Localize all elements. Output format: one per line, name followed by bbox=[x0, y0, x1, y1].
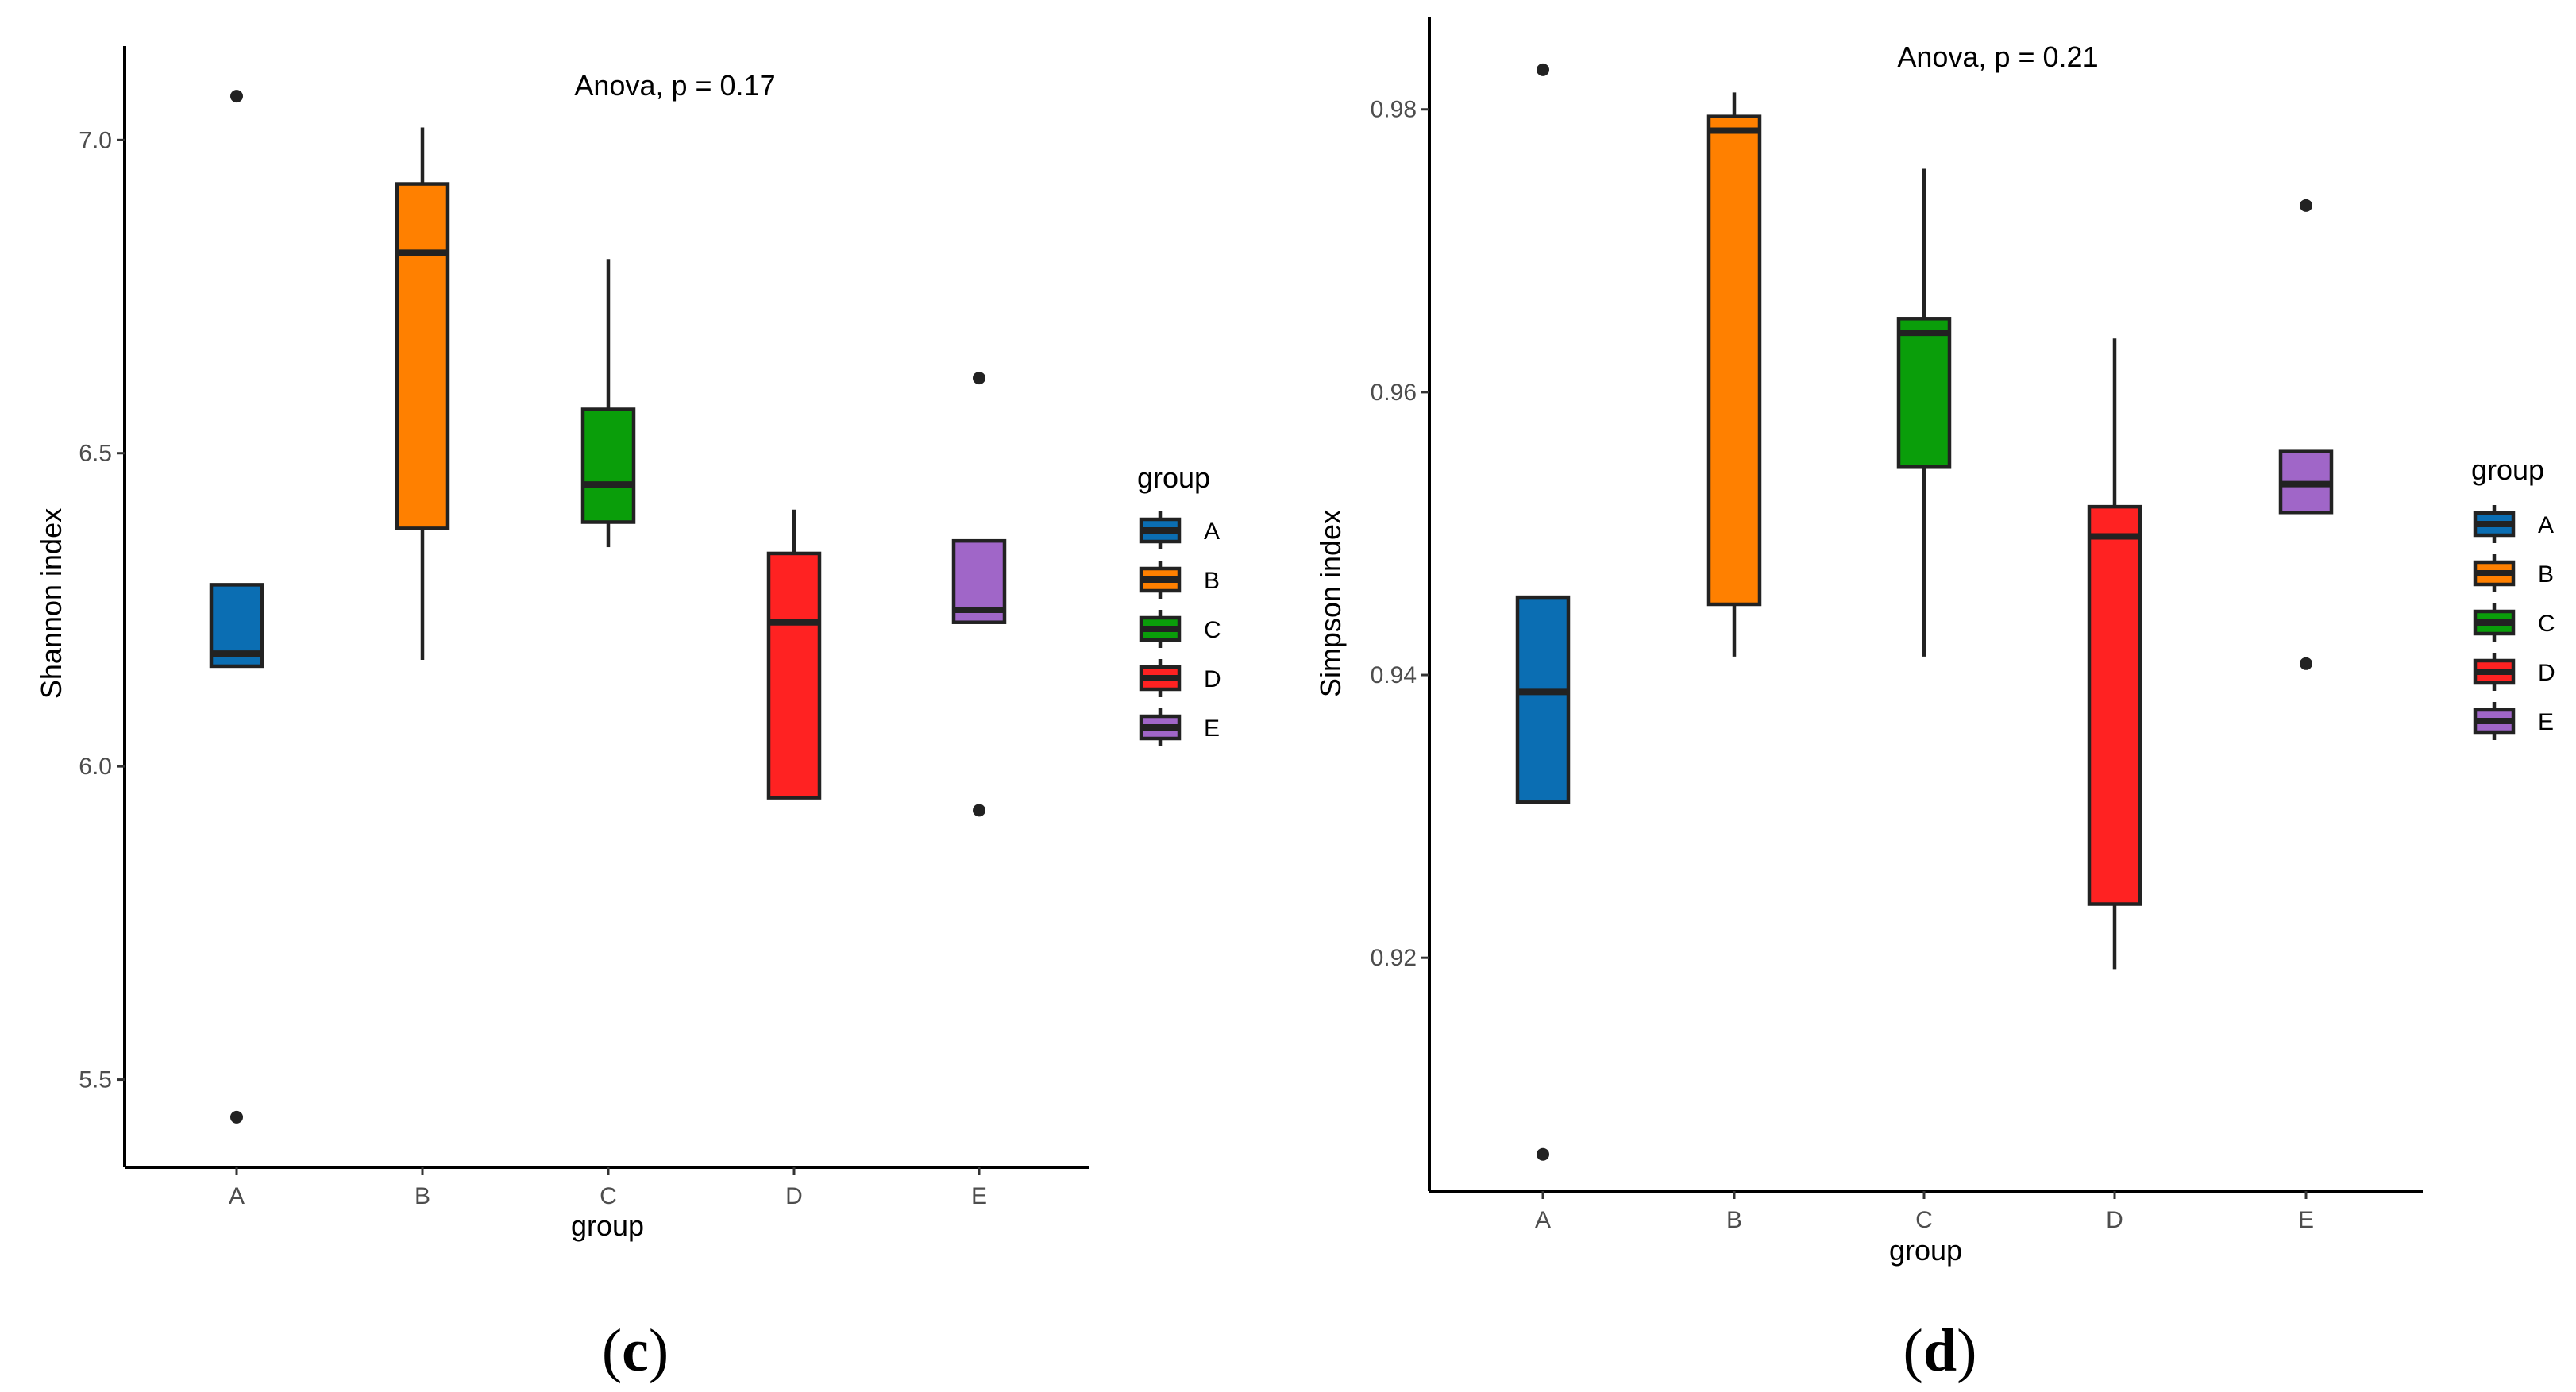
y-tick-label: 0.96 bbox=[1371, 380, 1417, 406]
x-tick-label: E bbox=[971, 1183, 987, 1209]
legend-label: C bbox=[2538, 611, 2555, 637]
legend-item-A: A bbox=[1139, 511, 1220, 549]
y-tick-label: 5.5 bbox=[79, 1067, 112, 1093]
box-C bbox=[580, 259, 636, 548]
panel-label-d: (d) bbox=[1903, 1317, 1977, 1384]
x-tick-label: C bbox=[1915, 1207, 1933, 1233]
y-axis-title: Shannon index bbox=[35, 508, 67, 699]
outlier-point bbox=[973, 804, 985, 817]
x-tick-label: A bbox=[229, 1183, 245, 1209]
box-E bbox=[951, 372, 1007, 817]
y-tick-label: 0.98 bbox=[1371, 97, 1417, 123]
box-D bbox=[2087, 338, 2142, 970]
legend-label: E bbox=[1204, 715, 1220, 742]
legend-label: A bbox=[2538, 512, 2554, 538]
box-D bbox=[766, 509, 822, 800]
box-C bbox=[1896, 168, 1952, 657]
simpson-chart: Anova, p = 0.21 group Simpson index grou… bbox=[1314, 17, 2555, 1384]
legend-item-C: C bbox=[1139, 610, 1221, 648]
legend-label: D bbox=[1204, 666, 1221, 692]
iqr-box bbox=[1515, 595, 1571, 804]
legend-label: B bbox=[1204, 568, 1220, 594]
legend-item-E: E bbox=[2473, 702, 2554, 740]
legend-item-D: D bbox=[2473, 653, 2555, 691]
outlier-point bbox=[973, 372, 985, 385]
legend-item-E: E bbox=[1139, 708, 1220, 746]
box-B bbox=[1706, 92, 1762, 657]
box-A bbox=[1515, 63, 1571, 1161]
y-tick-label: 7.0 bbox=[79, 127, 112, 153]
iqr-box bbox=[2087, 504, 2142, 906]
legend-label: C bbox=[1204, 617, 1221, 643]
box-A bbox=[209, 90, 264, 1124]
x-axis-title: group bbox=[1889, 1234, 1962, 1267]
outlier-point bbox=[230, 90, 243, 103]
panel-label-c: (c) bbox=[602, 1317, 669, 1384]
iqr-box bbox=[395, 182, 450, 530]
x-tick-label: C bbox=[600, 1183, 617, 1209]
x-tick-label: E bbox=[2298, 1207, 2314, 1233]
legend-label: A bbox=[1204, 519, 1220, 545]
legend-item-A: A bbox=[2473, 505, 2554, 543]
legend-item-B: B bbox=[2473, 554, 2554, 592]
legend-item-C: C bbox=[2473, 603, 2555, 642]
legend-label: B bbox=[2538, 561, 2554, 588]
legend-label: E bbox=[2538, 709, 2554, 735]
outlier-point bbox=[1537, 1147, 1549, 1161]
y-tick-label: 6.0 bbox=[79, 754, 112, 780]
legend-item-D: D bbox=[1139, 659, 1221, 697]
iqr-box bbox=[1706, 114, 1762, 607]
iqr-box bbox=[1896, 317, 1952, 469]
legend-label: D bbox=[2538, 660, 2555, 686]
iqr-box bbox=[580, 407, 636, 524]
box-B bbox=[395, 127, 450, 661]
legend-title: group bbox=[1137, 461, 1210, 494]
outlier-point bbox=[230, 1110, 243, 1124]
x-tick-label: B bbox=[415, 1183, 430, 1209]
outlier-point bbox=[1537, 63, 1549, 76]
x-tick-label: D bbox=[785, 1183, 803, 1209]
shannon-chart: Anova, p = 0.17 group Shannon index grou… bbox=[35, 46, 1221, 1384]
y-tick-label: 0.94 bbox=[1371, 662, 1417, 688]
y-tick-label: 0.92 bbox=[1371, 945, 1417, 971]
x-axis-title: group bbox=[571, 1209, 644, 1242]
x-tick-label: A bbox=[1535, 1207, 1551, 1233]
legend-item-B: B bbox=[1139, 561, 1220, 599]
box-E bbox=[2278, 199, 2334, 670]
y-axis-title: Simpson index bbox=[1314, 510, 1347, 697]
x-tick-label: D bbox=[2106, 1207, 2123, 1233]
anova-annotation: Anova, p = 0.21 bbox=[1897, 40, 2098, 73]
outlier-point bbox=[2300, 657, 2312, 670]
outlier-point bbox=[2300, 199, 2312, 212]
iqr-box bbox=[766, 551, 822, 800]
legend-title: group bbox=[2471, 453, 2544, 486]
y-tick-label: 6.5 bbox=[79, 441, 112, 467]
anova-annotation: Anova, p = 0.17 bbox=[574, 69, 775, 102]
x-tick-label: B bbox=[1726, 1207, 1742, 1233]
